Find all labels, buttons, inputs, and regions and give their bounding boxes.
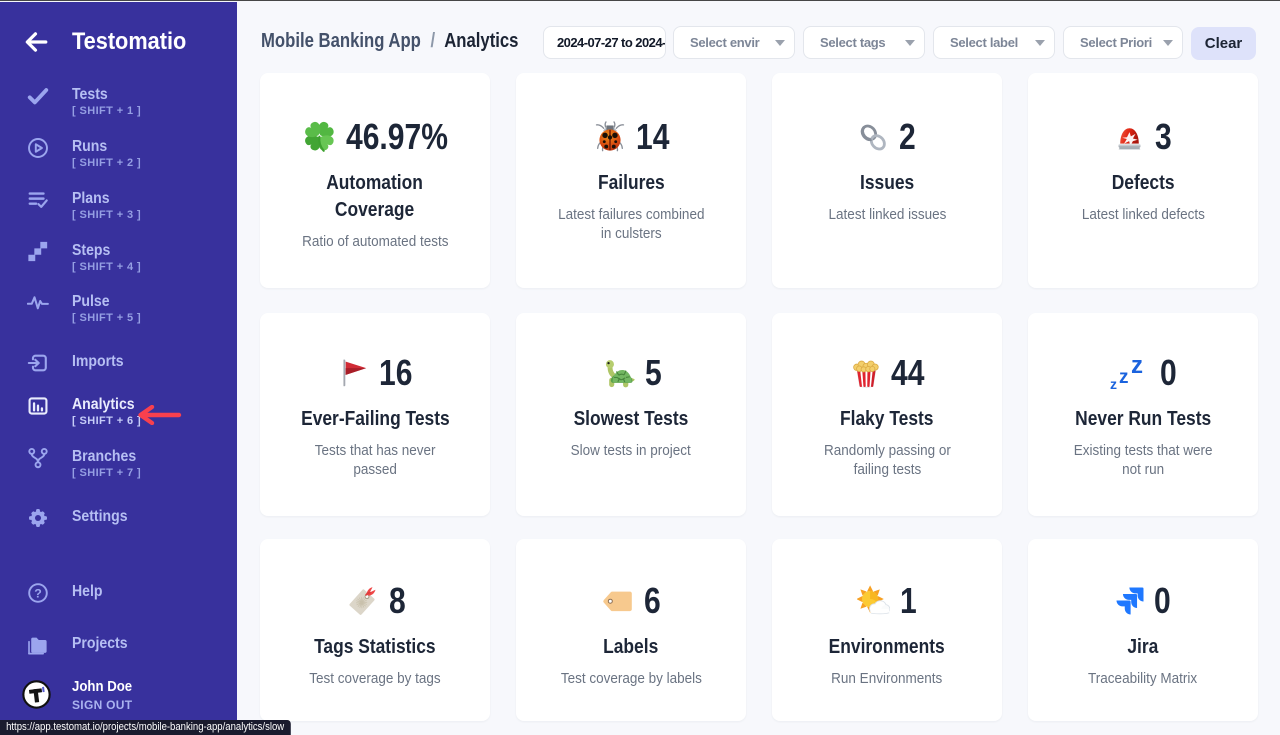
- svg-text:z: z: [1110, 376, 1117, 390]
- svg-text:z: z: [1119, 367, 1129, 388]
- svg-text:?: ?: [34, 586, 42, 600]
- svg-text:z: z: [1131, 356, 1143, 379]
